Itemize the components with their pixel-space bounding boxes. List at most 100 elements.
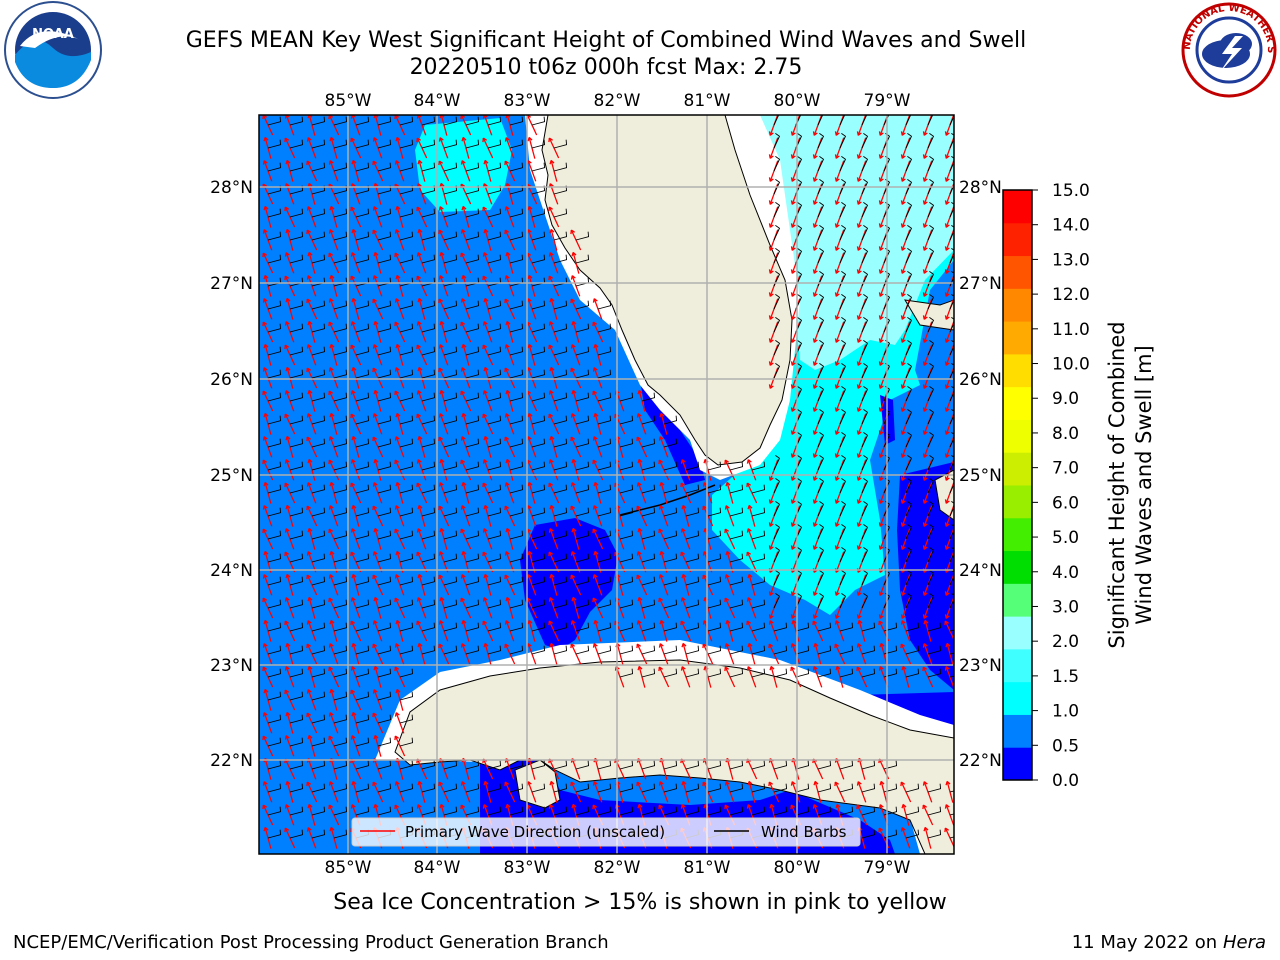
wave-arrowhead <box>570 620 576 625</box>
wind-barb <box>377 622 392 632</box>
wind-barb <box>289 645 304 655</box>
wave-arrowhead <box>328 666 334 672</box>
wind-barb <box>795 155 803 172</box>
wind-barb <box>399 254 414 264</box>
wave-arrowhead <box>768 269 774 274</box>
wind-barb <box>311 645 326 655</box>
colorbar-bin <box>1003 681 1032 715</box>
wind-barb <box>509 116 524 126</box>
wave-arrowhead <box>812 545 818 550</box>
wave-arrowhead <box>900 407 906 412</box>
wave-arrowhead <box>922 338 928 343</box>
wave-arrowhead <box>549 504 555 510</box>
wind-barb <box>377 507 392 517</box>
wave-arrowhead <box>570 505 576 511</box>
wind-barb <box>465 622 480 632</box>
wind-barb <box>685 484 700 494</box>
wave-arrowhead <box>834 177 840 182</box>
wind-barb <box>465 231 480 241</box>
wind-barb <box>663 760 678 770</box>
wave-arrowhead <box>504 436 510 442</box>
wind-barb <box>531 369 546 379</box>
wind-barb <box>773 546 781 563</box>
wind-barb <box>685 553 700 563</box>
wave-arrowhead <box>658 574 664 579</box>
wind-barb <box>267 323 282 333</box>
wind-barb <box>487 392 502 402</box>
wind-barb <box>905 806 920 816</box>
wave-arrowhead <box>835 665 841 671</box>
wave-arrowhead <box>747 642 753 648</box>
wind-barb <box>861 270 869 287</box>
lon-label-bottom: 82°W <box>594 858 641 878</box>
wave-arrowhead <box>284 804 290 809</box>
wave-arrowhead <box>329 343 335 349</box>
wind-barb <box>333 438 348 448</box>
wave-arrowhead <box>768 614 774 619</box>
wind-barb <box>619 576 634 586</box>
wave-arrowhead <box>878 154 884 159</box>
wind-barb <box>487 231 502 241</box>
wave-arrowhead <box>438 620 444 625</box>
wave-arrowhead <box>549 573 555 579</box>
wind-barb <box>509 300 524 310</box>
wind-barb <box>773 155 781 172</box>
wave-arrowhead <box>328 436 334 441</box>
wave-arrowhead <box>549 297 555 303</box>
wind-barb <box>817 454 825 471</box>
wave-arrowhead <box>879 642 885 648</box>
wave-arrowhead <box>460 298 466 303</box>
wind-barb <box>685 599 700 609</box>
wind-barb <box>487 553 502 563</box>
wind-barb <box>949 385 954 402</box>
wind-barb <box>707 760 722 770</box>
wind-barb <box>289 622 304 632</box>
wind-barb <box>773 293 781 310</box>
wave-arrowhead <box>482 413 488 419</box>
wave-arrowhead <box>680 620 686 626</box>
wave-arrowhead <box>856 223 862 228</box>
wave-arrowhead <box>922 223 928 228</box>
wind-barb <box>311 116 326 126</box>
wind-barb <box>311 392 326 402</box>
wind-barb <box>817 523 825 540</box>
wave-arrowhead <box>856 200 862 205</box>
wave-arrowhead <box>922 804 928 810</box>
wind-barb <box>443 760 458 770</box>
wind-barb <box>465 530 480 540</box>
wave-arrowhead <box>658 436 664 441</box>
colorbar-label-line2: Wind Waves and Swell [m] <box>1132 345 1156 625</box>
wind-barb <box>553 461 568 471</box>
map-legend: Primary Wave Direction (unscaled) Wind B… <box>351 817 861 847</box>
footer-date: 11 May 2022 on Hera <box>1072 932 1266 953</box>
wave-arrowhead <box>746 804 752 809</box>
wind-barb <box>333 576 348 586</box>
wave-arrowhead <box>681 573 687 579</box>
wave-arrowhead <box>549 642 555 648</box>
wind-barb <box>267 231 282 241</box>
wind-barb <box>663 783 678 793</box>
wave-arrowhead <box>417 228 423 234</box>
wave-arrowhead <box>394 459 400 465</box>
wind-barb <box>707 622 722 632</box>
wave-arrowhead <box>790 545 796 550</box>
wind-barb <box>949 500 954 517</box>
wave-arrowhead <box>571 458 577 464</box>
wave-arrowhead <box>724 528 730 534</box>
wind-barb <box>817 500 825 517</box>
wind-barb <box>399 231 414 241</box>
colorbar-bin <box>1003 616 1032 650</box>
wind-barb <box>333 760 348 770</box>
wind-barb <box>795 477 803 494</box>
wave-arrowhead <box>570 275 576 280</box>
wind-barb <box>949 523 954 540</box>
wind-barb <box>773 115 780 126</box>
wave-arrowhead <box>460 436 466 441</box>
wave-arrowhead <box>768 476 774 481</box>
wind-barb <box>333 300 348 310</box>
wave-arrowhead <box>922 269 928 274</box>
wave-arrowhead <box>438 367 444 373</box>
wind-barb <box>729 576 744 586</box>
wind-barb <box>927 293 935 310</box>
wind-barb <box>355 346 370 356</box>
